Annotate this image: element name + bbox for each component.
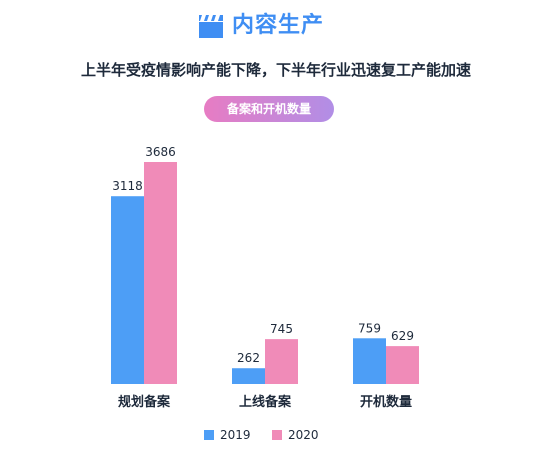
data-label-2019-2: 759	[358, 321, 381, 335]
legend-label-2019: 2019	[220, 428, 251, 442]
category-label-1: 上线备案	[239, 394, 292, 410]
legend-swatch-2020	[272, 430, 282, 440]
data-label-2020-0: 3686	[145, 145, 176, 159]
category-label-0: 规划备案	[118, 394, 171, 410]
data-label-2020-1: 745	[270, 322, 293, 336]
bar-2019-1	[232, 368, 265, 384]
header: 内容生产	[0, 10, 552, 44]
labels-group: 3118 3686 规划备案 262 745 上线备案 759 629 开机数量	[112, 145, 414, 410]
chart-title-pill: 备案和开机数量	[204, 96, 334, 122]
legend-label-2020: 2020	[288, 428, 319, 442]
data-label-2019-0: 3118	[112, 179, 143, 193]
bar-chart: 3118 3686 规划备案 262 745 上线备案 759 629 开机数量	[111, 145, 419, 410]
data-label-2019-1: 262	[237, 351, 260, 365]
legend-swatch-2019	[204, 430, 214, 440]
bar-2020-0	[144, 162, 177, 384]
legend: 2019 2020	[0, 426, 552, 444]
legend-item-2019: 2019	[204, 426, 251, 444]
clapperboard-icon	[199, 15, 223, 38]
bars-group	[111, 162, 419, 384]
legend-item-2020: 2020	[272, 426, 319, 444]
data-label-2020-2: 629	[391, 329, 414, 343]
bar-2019-2	[353, 338, 386, 384]
bar-2020-2	[386, 346, 419, 384]
bar-2019-0	[111, 196, 144, 384]
page-subtitle: 上半年受疫情影响产能下降，下半年行业迅速复工产能加速	[80, 61, 471, 79]
bar-2020-1	[265, 339, 298, 384]
category-label-2: 开机数量	[360, 394, 412, 410]
header-title: 内容生产	[232, 13, 325, 38]
